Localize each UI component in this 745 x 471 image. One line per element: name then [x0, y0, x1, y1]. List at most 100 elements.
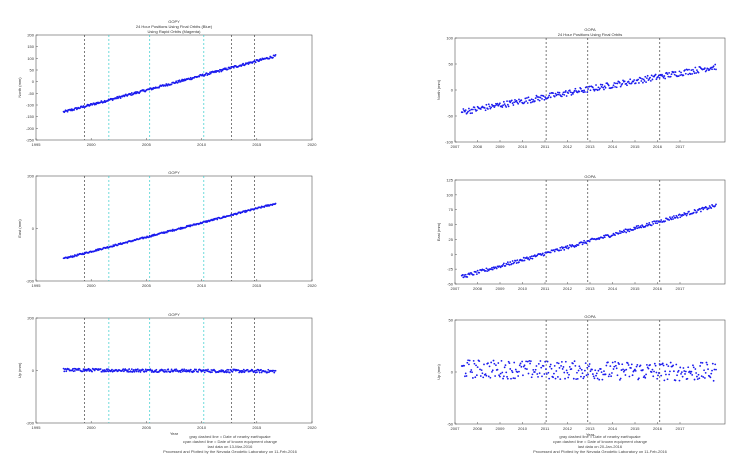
data-point — [587, 373, 589, 376]
data-point — [509, 261, 512, 263]
data-point — [715, 203, 717, 206]
data-point — [256, 371, 258, 373]
x-tick-label: 2015 — [631, 426, 641, 431]
data-point — [653, 370, 655, 373]
data-point — [538, 372, 541, 375]
data-point — [510, 99, 513, 102]
data-point — [602, 237, 605, 239]
data-point — [513, 361, 516, 364]
data-point — [614, 234, 616, 237]
data-point — [540, 366, 543, 369]
data-point — [555, 370, 558, 372]
data-point — [614, 360, 616, 363]
data-point — [643, 375, 646, 377]
data-point — [63, 370, 66, 373]
data-point — [273, 371, 276, 374]
data-point — [242, 62, 245, 65]
footnote-line: cyan dashed line = Date of known equipme… — [552, 439, 648, 444]
data-point — [635, 225, 638, 228]
data-point — [487, 362, 489, 365]
data-point — [545, 368, 547, 371]
data-point — [502, 100, 505, 103]
data-point — [612, 84, 615, 87]
data-point — [642, 369, 644, 371]
data-point — [468, 359, 471, 362]
data-point — [510, 369, 513, 372]
data-point — [472, 273, 475, 276]
data-point — [653, 220, 656, 223]
data-point — [543, 373, 546, 375]
data-point — [629, 78, 632, 81]
data-point — [65, 370, 68, 373]
data-point — [479, 368, 481, 371]
data-point — [607, 375, 610, 378]
data-point — [645, 77, 648, 79]
data-point — [125, 369, 128, 372]
data-point — [703, 377, 706, 379]
data-point — [549, 365, 551, 368]
data-point — [176, 81, 179, 84]
data-point — [478, 360, 481, 363]
data-point — [690, 69, 693, 72]
y-tick-label: 0 — [451, 370, 454, 375]
data-point — [634, 368, 636, 371]
data-point — [523, 101, 526, 104]
data-point — [553, 364, 556, 367]
data-point — [491, 266, 493, 269]
data-point — [560, 95, 563, 98]
data-point — [649, 76, 651, 79]
data-point — [472, 359, 475, 362]
data-point — [514, 259, 517, 262]
data-point — [511, 260, 514, 262]
data-point — [584, 369, 586, 372]
data-point — [549, 92, 551, 95]
data-point — [553, 372, 555, 375]
data-point — [575, 378, 578, 381]
data-point — [642, 81, 644, 84]
data-point — [539, 96, 542, 99]
data-point — [487, 103, 490, 106]
x-tick-label: 1995 — [32, 425, 42, 430]
footnote-line: gray dashed line = Date of nearby earthq… — [189, 434, 271, 439]
data-point — [464, 273, 467, 276]
data-point — [484, 373, 487, 375]
data-point — [548, 377, 551, 380]
data-point — [618, 363, 620, 365]
x-tick-label: 2008 — [473, 144, 483, 149]
data-point — [79, 107, 82, 109]
data-point — [127, 370, 130, 373]
data-point — [560, 246, 563, 248]
data-point — [476, 269, 479, 272]
data-point — [502, 262, 505, 265]
data-point — [701, 361, 704, 364]
data-point — [700, 361, 702, 364]
x-tick-label: 2015 — [252, 425, 262, 430]
data-point — [600, 371, 603, 374]
chart-title: GOPA — [584, 174, 596, 179]
data-point — [572, 362, 574, 365]
data-point — [139, 371, 142, 373]
data-point — [613, 365, 616, 368]
data-point — [188, 370, 191, 373]
data-point — [73, 108, 76, 111]
data-point — [553, 249, 555, 251]
data-point — [647, 367, 650, 370]
data-point — [581, 372, 584, 375]
data-point — [178, 79, 181, 82]
data-point — [622, 231, 624, 234]
data-point — [715, 68, 717, 71]
data-point — [494, 375, 497, 377]
data-point — [480, 369, 483, 371]
data-point — [627, 80, 630, 83]
data-point — [684, 212, 687, 215]
data-point — [211, 371, 213, 373]
data-point — [513, 101, 516, 104]
data-point — [560, 249, 562, 252]
data-point — [268, 371, 270, 374]
data-point — [530, 376, 533, 379]
data-point — [516, 101, 519, 104]
data-point — [93, 369, 96, 372]
data-point — [564, 377, 566, 380]
data-point — [107, 368, 109, 371]
data-point — [116, 95, 119, 98]
